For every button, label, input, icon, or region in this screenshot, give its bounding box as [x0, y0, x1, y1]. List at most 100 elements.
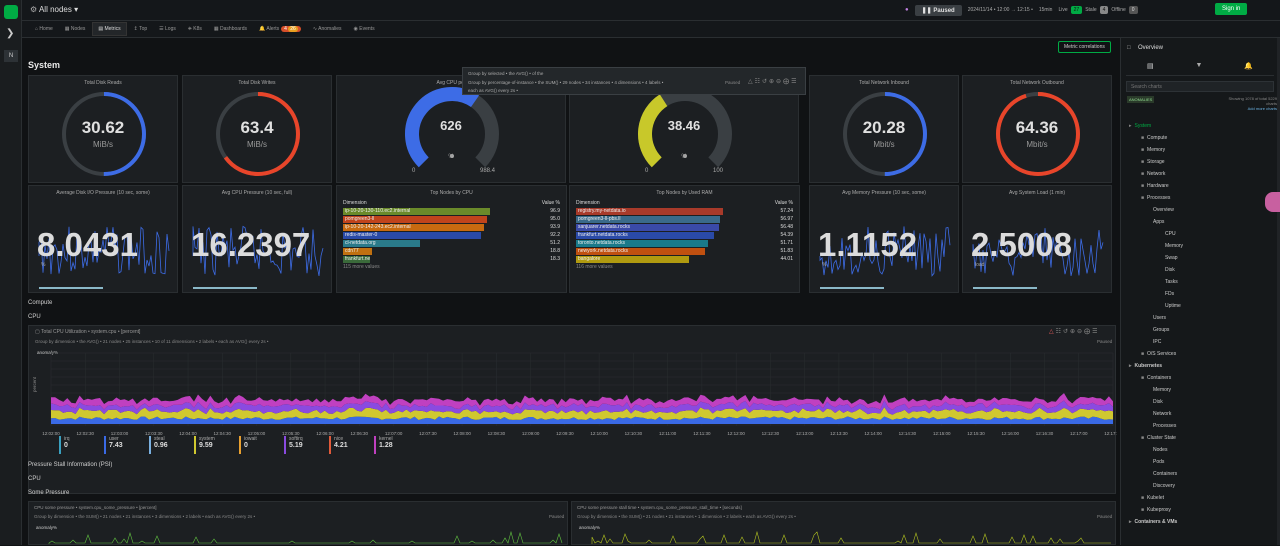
sidebar-scrollbar[interactable]: [1277, 38, 1280, 545]
tree-item[interactable]: Discovery: [1129, 480, 1279, 492]
tree-item[interactable]: ■ Memory: [1129, 144, 1279, 156]
time-range[interactable]: 2024/11/14 • 12:00 → 12:15 •: [967, 7, 1033, 13]
legend-item[interactable]: nice 4.21: [329, 436, 374, 454]
list-item[interactable]: pomgreen3-ll-pbs.ll 56.97: [576, 215, 793, 223]
help-tab[interactable]: [1265, 192, 1280, 212]
tree-item[interactable]: Disk: [1129, 264, 1279, 276]
list-item[interactable]: ip-10-20-142-243.ec2.internal 93.9: [343, 223, 560, 231]
main-content: System Metric correlations Total Disk Re…: [22, 38, 1118, 545]
tree-item[interactable]: ■ Kubeproxy: [1129, 504, 1279, 516]
tree-item[interactable]: Pods: [1129, 456, 1279, 468]
room-selector[interactable]: ⚙ All nodes ▾: [30, 5, 78, 14]
tree-item[interactable]: Uptime: [1129, 300, 1279, 312]
legend-item[interactable]: user 7.43: [104, 436, 149, 454]
pause-button[interactable]: ❚❚ Paused: [914, 4, 962, 16]
anomalies-toggle[interactable]: ANOMALIES: [1127, 96, 1155, 103]
list-item[interactable]: ip-10-20-130-110.ec2.internal 96.9: [343, 207, 560, 215]
chart-controls[interactable]: Group by dimension • the SUM() • 21 node…: [577, 514, 796, 519]
charts-tab-icon[interactable]: ▤: [1146, 63, 1154, 70]
tree-item[interactable]: ■ Processes: [1129, 192, 1279, 204]
list-item[interactable]: toronto.netdata.rocks 51.71: [576, 239, 793, 247]
list-item[interactable]: pomgreen3-ll 95.0: [343, 215, 560, 223]
tab-k8s[interactable]: ⎈ K8s: [187, 26, 202, 32]
filter-tab-icon[interactable]: ▼: [1195, 62, 1203, 69]
chart-controls[interactable]: Group by dimension • the SUM() • 21 node…: [34, 514, 256, 519]
gauge-card: Total Disk Writes 63.4 MiB/s: [182, 75, 332, 183]
tree-item[interactable]: Containers: [1129, 468, 1279, 480]
tab-logs[interactable]: ☰ Logs: [159, 26, 176, 32]
tree-item[interactable]: Memory: [1129, 240, 1279, 252]
tab-home[interactable]: ⌂ Home: [35, 26, 53, 32]
tree-item[interactable]: ■ O/S Services: [1129, 348, 1279, 360]
tree-item[interactable]: FDs: [1129, 288, 1279, 300]
space-avatar[interactable]: N: [4, 50, 18, 62]
tree-item[interactable]: ■ Storage: [1129, 156, 1279, 168]
tree-item[interactable]: Users: [1129, 312, 1279, 324]
tree-item[interactable]: Overview: [1129, 204, 1279, 216]
list-item[interactable]: redis-master-0 92.2: [343, 231, 560, 239]
tree-item[interactable]: ■ Kubelet: [1129, 492, 1279, 504]
tree-item[interactable]: Nodes: [1129, 444, 1279, 456]
add-more-link[interactable]: Add more charts: [1247, 106, 1277, 111]
tab-nodes[interactable]: ▦ Nodes: [64, 26, 86, 32]
tree-item[interactable]: Network: [1129, 408, 1279, 420]
legend-item[interactable]: irq 0: [59, 436, 104, 454]
sign-in-button[interactable]: Sign in: [1215, 3, 1248, 15]
cpu-stacked-area[interactable]: 12:02:00 12:02:30 12:03:00 12:03:30 12:04:00…: [29, 348, 1117, 458]
search-charts-input[interactable]: Search charts: [1126, 81, 1274, 92]
alerts-tab-icon[interactable]: 🔔: [1244, 63, 1254, 70]
tree-item[interactable]: Processes: [1129, 420, 1279, 432]
time-duration[interactable]: 15min: [1038, 7, 1053, 13]
chart-toolbar-icons[interactable]: △☷↺⊕⊖⨁☰: [1049, 329, 1100, 335]
chart-toolbar-icons[interactable]: △☷↺⊕⊖⨁☰: [748, 79, 799, 85]
magic-icon[interactable]: ●: [905, 7, 909, 13]
tree-item[interactable]: Groups: [1129, 324, 1279, 336]
tree-item[interactable]: ▸ Containers & VMs: [1129, 516, 1279, 528]
tree-item[interactable]: Tasks: [1129, 276, 1279, 288]
tree-item[interactable]: CPU: [1129, 228, 1279, 240]
tree-item[interactable]: Swap: [1129, 252, 1279, 264]
tree-item[interactable]: ■ Compute: [1129, 132, 1279, 144]
number-value: 2.5008: [971, 226, 1072, 263]
tab-alerts[interactable]: 🔔 Alerts 4 26: [254, 23, 306, 35]
chevron-right-icon[interactable]: ❯: [6, 28, 15, 39]
chart-controls[interactable]: Group by dimension • the AVG() • 21 node…: [35, 339, 269, 344]
tree-item[interactable]: ▸ System: [1129, 120, 1279, 132]
tree-item[interactable]: ■ Cluster State: [1129, 432, 1279, 444]
tree-item[interactable]: Memory: [1129, 384, 1279, 396]
list-item[interactable]: newyork.netdata.rocks 51.83: [576, 247, 793, 255]
legend-item[interactable]: softirq 5.19: [284, 436, 329, 454]
tab-metrics[interactable]: ▤ Metrics: [92, 22, 127, 36]
list-item[interactable]: frankfurt.netdata.rocks 18.3: [343, 255, 560, 263]
tree-item[interactable]: ■ Network: [1129, 168, 1279, 180]
list-item[interactable]: bangalore 44.01: [576, 255, 793, 263]
psi-line-chart[interactable]: [572, 502, 1117, 546]
list-item[interactable]: cdn77 18.8: [343, 247, 560, 255]
tab-events[interactable]: ◉ Events: [353, 26, 375, 32]
tab-dashboards[interactable]: ▦ Dashboards: [213, 26, 247, 32]
legend-item[interactable]: steal 0.96: [149, 436, 194, 454]
list-item[interactable]: frankfurt.netdata.rocks 54.39: [576, 231, 793, 239]
tree-item[interactable]: Apps: [1129, 216, 1279, 228]
collapse-icon[interactable]: □: [1127, 45, 1131, 51]
legend-item[interactable]: iowait 0: [239, 436, 284, 454]
netdata-logo[interactable]: [4, 5, 18, 19]
legend-item[interactable]: system 9.59: [194, 436, 239, 454]
gauge-value: 63.4: [240, 118, 274, 137]
tree-item[interactable]: IPC: [1129, 336, 1279, 348]
psi-line-chart[interactable]: [29, 502, 569, 546]
group-by-dropdown[interactable]: Group by selected • the AVG() • of the G…: [462, 67, 806, 95]
metric-correlations-button[interactable]: Metric correlations: [1058, 41, 1111, 53]
tree-item[interactable]: ▸ Kubernetes: [1129, 360, 1279, 372]
tab-anomalies[interactable]: ∿ Anomalies: [312, 26, 342, 32]
bar: frankfurt.netdata.rocks: [576, 231, 714, 239]
list-item[interactable]: registry.my-netdata.io 57.24: [576, 207, 793, 215]
tree-item[interactable]: Disk: [1129, 396, 1279, 408]
tree-item[interactable]: ■ Hardware: [1129, 180, 1279, 192]
list-item[interactable]: sanjuarer.netdata.rocks 56.48: [576, 223, 793, 231]
tree-item[interactable]: ■ Containers: [1129, 372, 1279, 384]
legend-item[interactable]: kernel 1.28: [374, 436, 419, 454]
gauge-value: 64.36: [1015, 118, 1059, 137]
tab-top[interactable]: ↥ Top: [133, 26, 148, 32]
list-item[interactable]: cl-netdata.org 51.2: [343, 239, 560, 247]
